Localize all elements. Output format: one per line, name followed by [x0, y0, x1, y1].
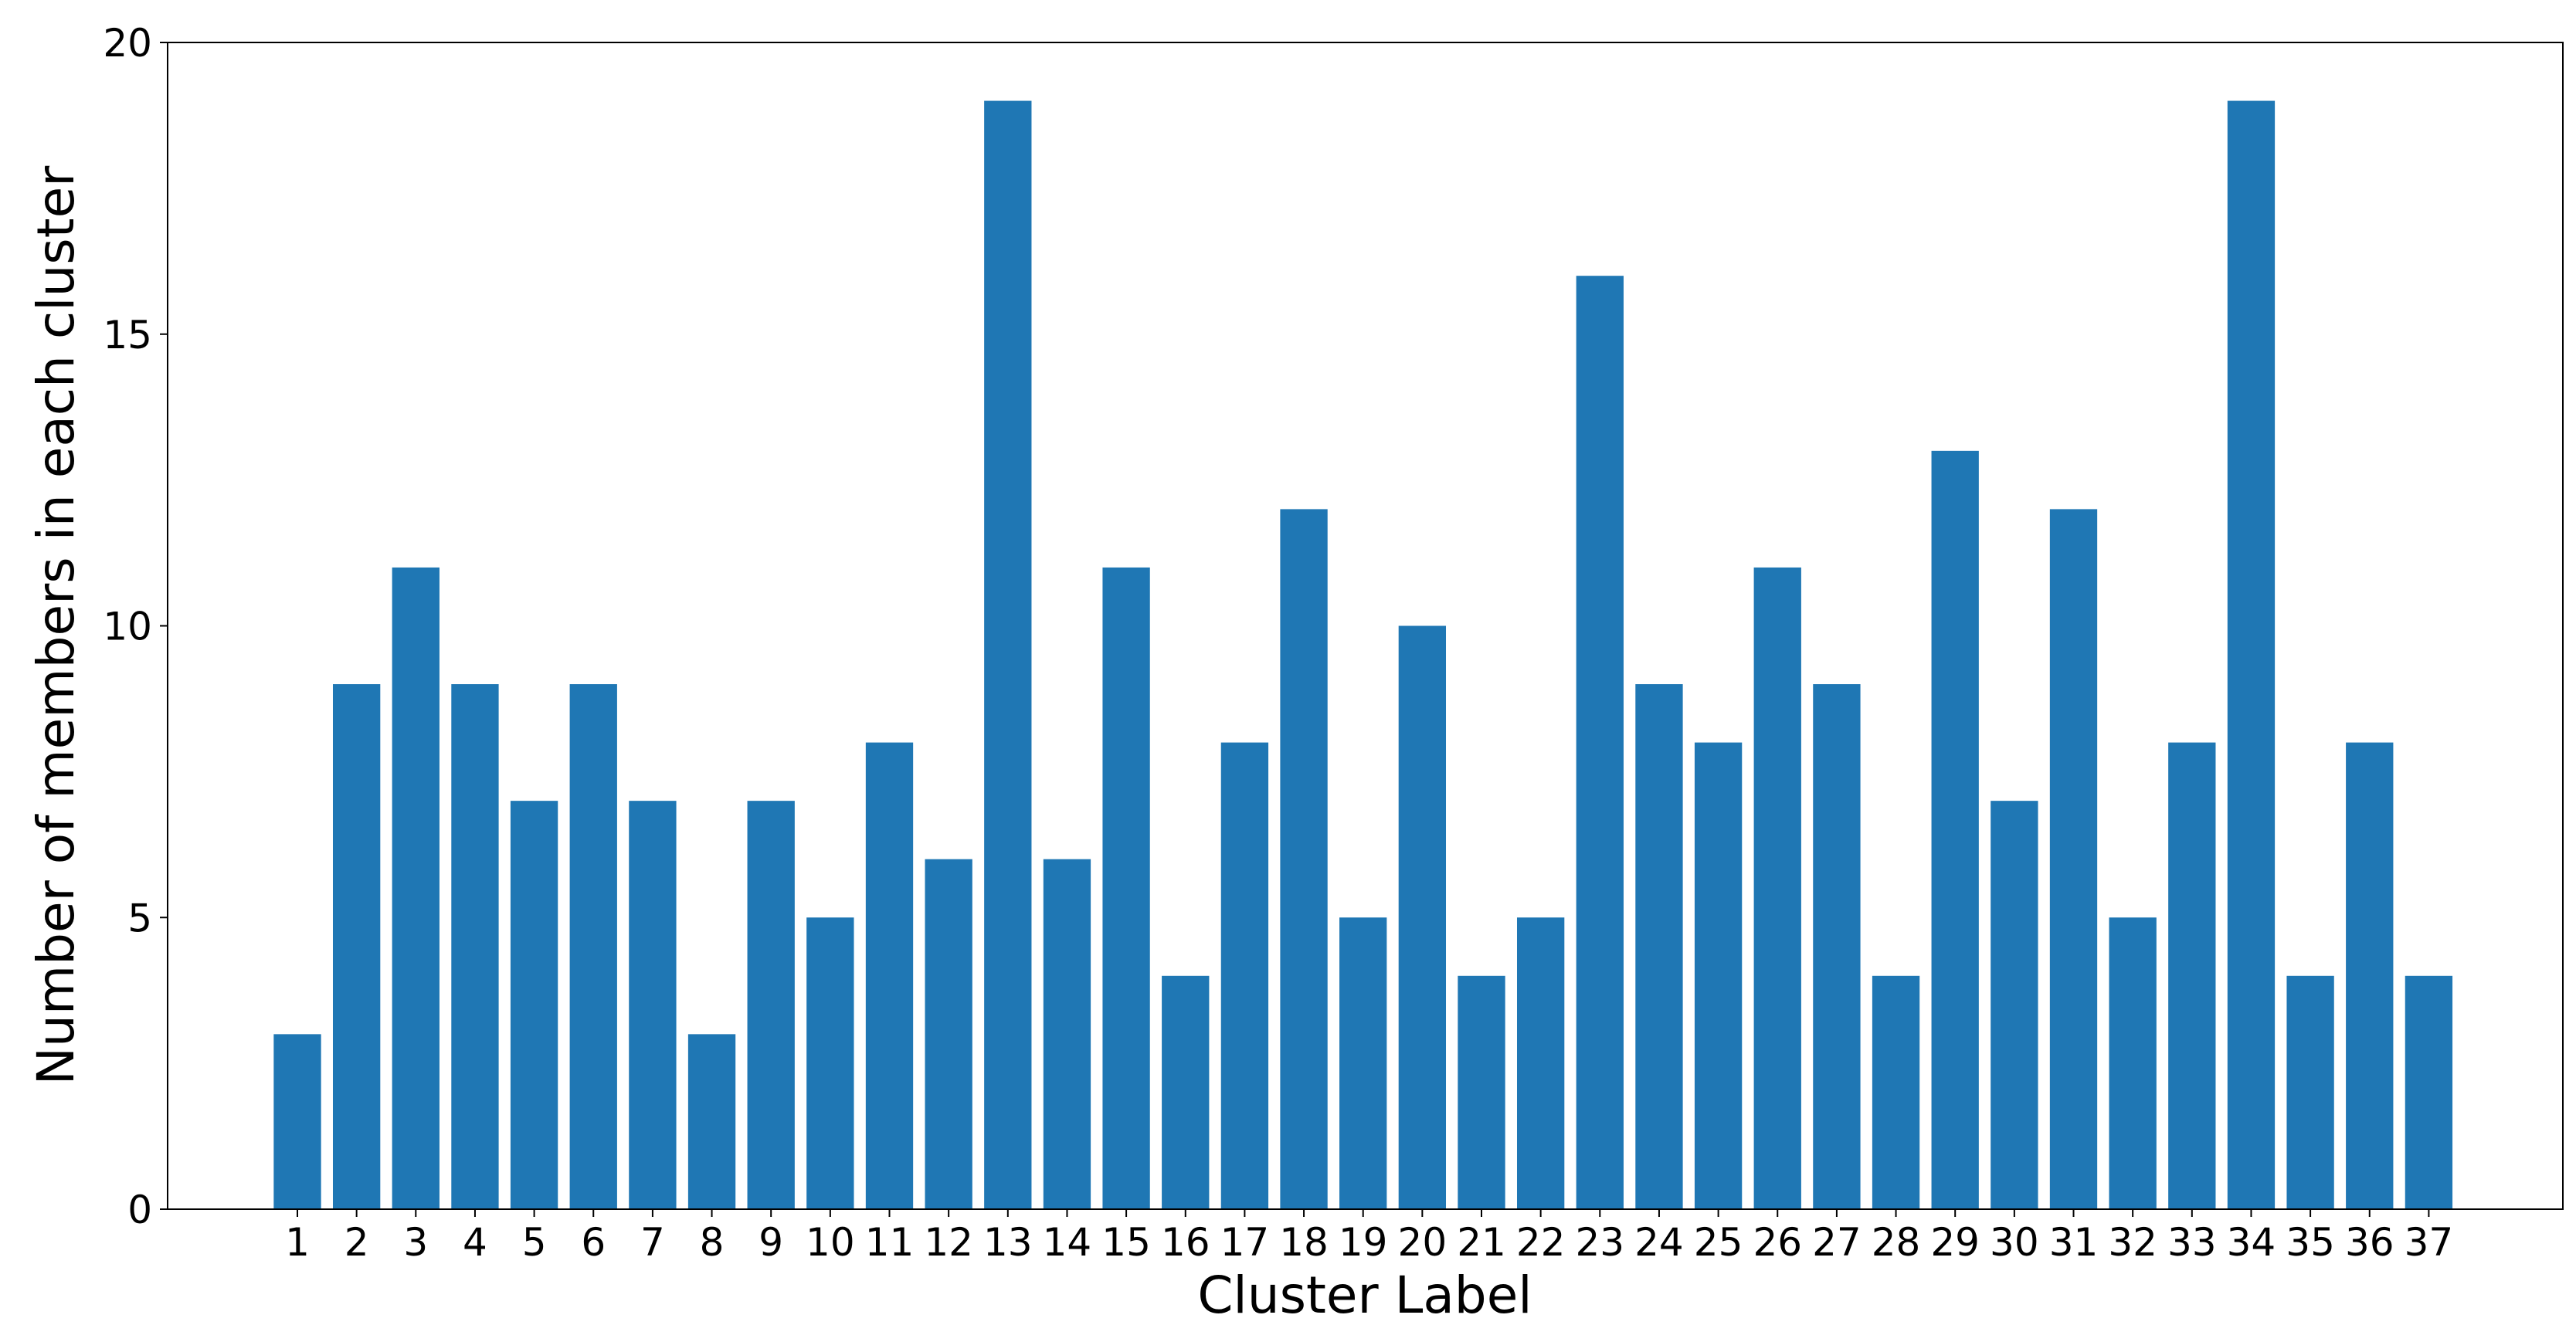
bar	[332, 684, 381, 1209]
bar	[510, 801, 558, 1209]
y-tick-label: 20	[103, 21, 152, 66]
x-tick-label: 29	[1930, 1220, 1980, 1265]
x-tick-label: 7	[640, 1220, 665, 1265]
bar	[1991, 801, 2038, 1209]
bar	[1576, 276, 1624, 1210]
x-tick-label: 34	[2227, 1220, 2276, 1265]
bar	[629, 801, 677, 1209]
x-tick-label: 18	[1279, 1220, 1329, 1265]
x-tick-label: 13	[983, 1220, 1033, 1265]
x-tick-label: 9	[759, 1220, 783, 1265]
bar	[1102, 567, 1150, 1209]
bar	[1043, 859, 1091, 1209]
x-tick-label: 11	[865, 1220, 915, 1265]
x-tick-label: 4	[463, 1220, 487, 1265]
x-tick-label: 23	[1575, 1220, 1624, 1265]
x-tick-label: 25	[1694, 1220, 1743, 1265]
bar	[984, 100, 1032, 1209]
x-tick-label: 30	[1990, 1220, 2039, 1265]
bar	[1162, 975, 1210, 1209]
bar	[569, 684, 617, 1209]
x-axis-label: Cluster Label	[1197, 1266, 1532, 1325]
x-tick-label: 24	[1634, 1220, 1684, 1265]
bar	[2405, 975, 2453, 1209]
plot-frame	[167, 42, 2564, 1210]
x-tick-label: 17	[1220, 1220, 1270, 1265]
x-tick-label: 8	[700, 1220, 725, 1265]
bar	[1872, 975, 1920, 1209]
bar	[2168, 742, 2216, 1209]
bar	[1813, 684, 1861, 1209]
y-tick-label: 15	[103, 313, 152, 358]
y-tick-label: 5	[127, 896, 152, 940]
bar	[1220, 742, 1269, 1209]
x-tick-label: 27	[1812, 1220, 1862, 1265]
bar	[2227, 100, 2276, 1209]
x-tick-label: 6	[581, 1220, 606, 1265]
x-tick-label: 19	[1339, 1220, 1388, 1265]
x-tick-label: 20	[1398, 1220, 1448, 1265]
y-tick-label: 10	[103, 605, 152, 649]
x-tick-label: 16	[1161, 1220, 1210, 1265]
bar	[451, 684, 499, 1209]
bar	[1694, 742, 1743, 1209]
x-tick-label: 28	[1872, 1220, 1921, 1265]
x-tick-label: 37	[2405, 1220, 2454, 1265]
bar	[925, 859, 972, 1209]
bar	[1516, 917, 1565, 1209]
bar	[1458, 975, 1505, 1209]
bar	[1635, 684, 1683, 1209]
x-tick-label: 35	[2286, 1220, 2335, 1265]
x-tick-label: 33	[2167, 1220, 2217, 1265]
bar	[1753, 567, 1801, 1209]
x-tick-label: 2	[344, 1220, 369, 1265]
x-tick-label: 36	[2345, 1220, 2394, 1265]
bar	[1398, 625, 1447, 1209]
x-tick-label: 14	[1043, 1220, 1092, 1265]
x-tick-label: 21	[1457, 1220, 1506, 1265]
x-tick-label: 32	[2108, 1220, 2157, 1265]
bar	[392, 567, 440, 1209]
bar	[1280, 509, 1328, 1209]
bar	[687, 1034, 736, 1209]
bar	[747, 801, 795, 1209]
bar	[2286, 975, 2334, 1209]
bar	[2109, 917, 2157, 1209]
bar	[2346, 742, 2394, 1209]
x-tick-label: 15	[1101, 1220, 1151, 1265]
bar	[865, 742, 914, 1209]
y-tick-label: 0	[127, 1188, 152, 1232]
x-tick-label: 26	[1753, 1220, 1802, 1265]
x-tick-label: 10	[806, 1220, 855, 1265]
x-tick-label: 3	[403, 1220, 428, 1265]
x-tick-label: 22	[1516, 1220, 1566, 1265]
bar	[1339, 917, 1387, 1209]
x-tick-label: 12	[924, 1220, 973, 1265]
bar	[806, 917, 854, 1209]
bar	[273, 1034, 321, 1209]
bar	[2049, 509, 2098, 1209]
bar	[1931, 450, 1979, 1209]
x-tick-label: 31	[2049, 1220, 2099, 1265]
x-tick-label: 5	[522, 1220, 547, 1265]
x-tick-label: 1	[285, 1220, 310, 1265]
y-axis-label: Number of members in each cluster	[26, 165, 86, 1086]
